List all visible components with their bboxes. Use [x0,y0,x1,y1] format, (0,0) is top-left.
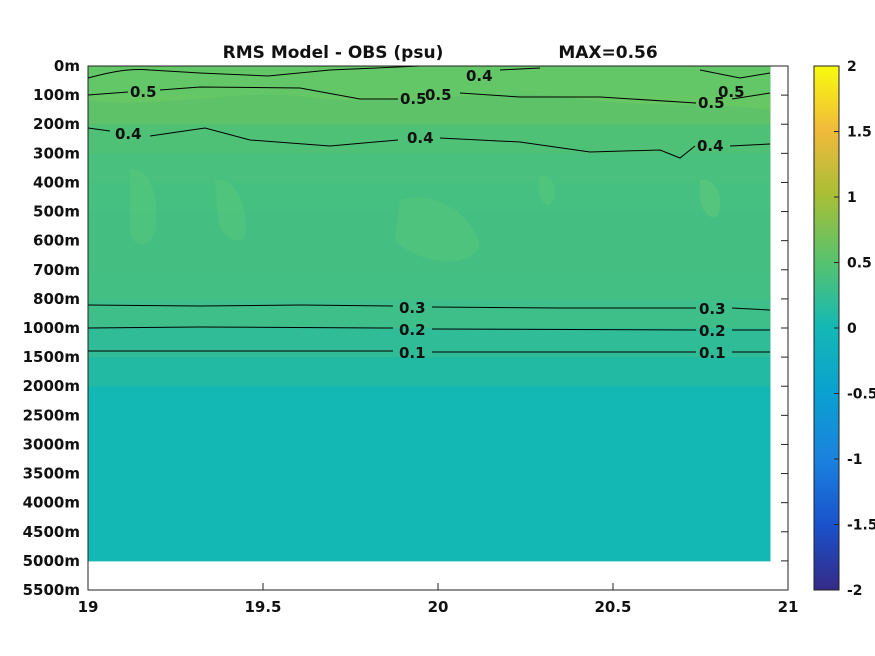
contour-line-0.1 [88,350,770,353]
heatmap-band [88,473,771,504]
heatmap-band [88,298,771,329]
heatmap-band [88,153,771,183]
y-tick-label: 800m [33,290,80,308]
y-tick-label: 4000m [23,494,80,512]
colorbar-tick-label: 0.5 [847,256,872,272]
contour-label: 0.4 [697,137,724,155]
y-tick-label: 700m [33,261,80,279]
y-tick-labels: 0m 100m 200m 300m 400m 500m 600m 700m 800m 1000m 1… [23,57,80,599]
y-tick-label: 600m [33,232,80,250]
contour-line-0.4 [87,127,771,159]
contour-line-0.3 [87,304,771,311]
contour-label: 0.3 [699,300,726,318]
heatmap-band [88,502,771,533]
colorbar-tick-label: -0.5 [847,387,875,403]
heatmap-band [88,124,771,154]
y-tick-label: 1000m [23,319,80,337]
y-tick-label: 2500m [23,406,80,424]
contour-label: 0.5 [130,83,157,101]
heatmap-band [88,269,771,300]
contour-label: 0.1 [699,344,726,362]
colorbar-tick-label: 1 [847,190,857,206]
x-tick-label: 19.5 [244,598,281,616]
contour-label: 0.5 [425,86,452,104]
x-tick-label: 20 [428,598,449,616]
colorbar-tick-label: -2 [847,583,863,599]
contour-label: 0.2 [699,322,726,340]
y-tick-label: 3000m [23,435,80,453]
contour-label: 0.2 [399,321,426,339]
y-tick-label: 300m [33,144,80,162]
chart-title: RMS Model - OBS (psu) [223,43,444,63]
heatmap-band [88,415,771,445]
x-tick-label: 20.5 [594,598,631,616]
y-tick-label: 4500m [23,523,80,541]
contour-line-0.5 [87,86,771,104]
y-tick-label: 1500m [23,348,80,366]
colorbar-tick-label: -1 [847,452,863,468]
heatmap-band [88,386,771,416]
heatmap-band [88,444,771,475]
contour-label: 0.4 [466,67,493,85]
contour-line-0.5b [499,67,771,79]
y-tick-label: 400m [33,173,80,191]
y-tick-label: 100m [33,86,80,104]
contour-label: 0.3 [399,299,426,317]
max-value-label: MAX=0.56 [558,43,657,63]
y-tick-label: 3500m [23,465,80,483]
heatmap-band [88,240,771,271]
y-tick-label: 0m [54,57,80,75]
x-tick-labels: 19 19.5 20 20.5 21 [78,598,799,616]
colorbar-ticks: 2 1.5 1 0.5 0 -0.5 -1 -1.5 -2 [834,59,875,599]
heatmap-blotches [88,66,770,262]
contour-label: 0.4 [115,125,142,143]
y-tick-label: 2000m [23,377,80,395]
y-tick-label: 500m [33,203,80,221]
heatmap-band [88,328,771,358]
x-tick-label: 19 [78,598,99,616]
axis-ticks [87,65,789,591]
y-tick-label: 5000m [23,552,80,570]
y-tick-label: 200m [33,115,80,133]
x-tick-label: 21 [778,598,799,616]
heatmap-band [88,182,771,213]
colorbar-tick-label: 0 [847,321,857,337]
heatmap-band [88,531,771,562]
contour-label: 0.5 [698,94,725,112]
contour-labels: 0.5 0.5 0.5 0.5 0.5 0.4 0.4 0.4 0.4 0.3 … [115,67,745,362]
colorbar-tick-label: 1.5 [847,125,872,141]
contour-label: 0.1 [399,344,426,362]
contour-label: 0.5 [400,90,427,108]
contour-label: 0.5 [718,83,745,101]
colorbar-tick-label: 2 [847,59,857,75]
contour-lines [87,65,771,353]
contour-label: 0.4 [407,129,434,147]
heatmap-band [88,211,771,242]
contour-line-0.5a [87,65,421,79]
y-tick-label: 5500m [23,581,80,599]
heatmap-band [88,357,771,387]
contour-line-0.2 [87,326,770,331]
colorbar-tick-label: -1.5 [847,518,875,534]
